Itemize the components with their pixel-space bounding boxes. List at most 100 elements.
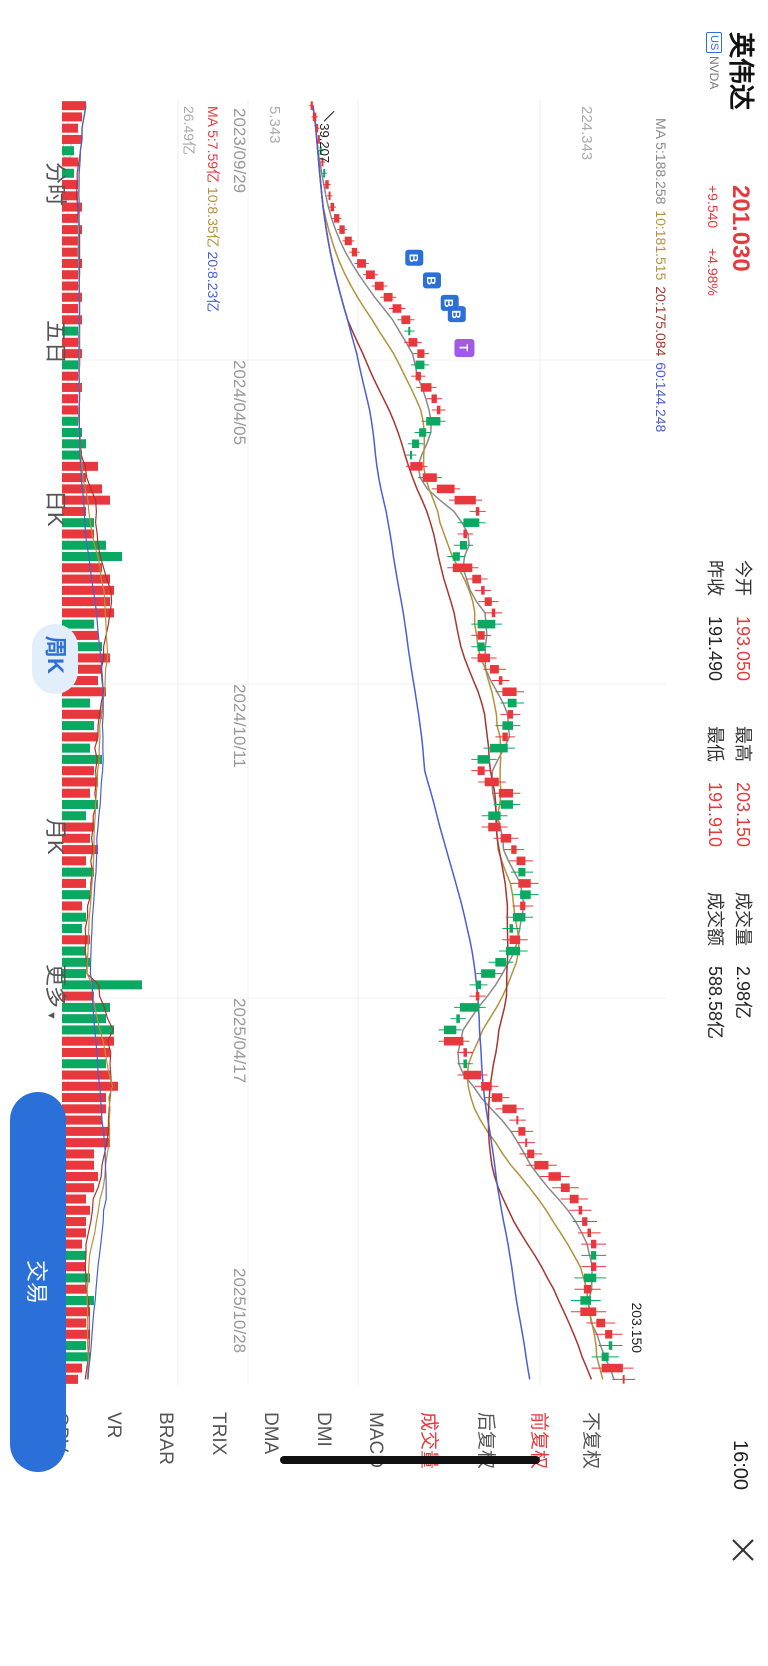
volume-bar <box>61 912 87 922</box>
candle-body <box>520 890 531 899</box>
trade-button[interactable]: 交易 <box>10 1092 66 1472</box>
volume-bar <box>61 935 91 945</box>
indicator-option[interactable]: 不复权 <box>580 1412 602 1470</box>
candle-body <box>452 563 473 573</box>
candle-body <box>509 924 514 933</box>
volume-bar <box>61 1352 91 1362</box>
volume-bar <box>62 777 99 787</box>
volume-bar <box>62 1239 83 1249</box>
tab-more[interactable]: 更多▼ <box>43 964 68 1021</box>
volume-bar <box>62 608 115 618</box>
candle-body <box>408 326 411 336</box>
volume-bar <box>62 270 79 280</box>
volume-bar <box>61 1284 87 1294</box>
volume-bar <box>62 1149 95 1159</box>
candle-body <box>488 811 501 821</box>
candle-body <box>491 608 496 618</box>
candle-body <box>456 1014 460 1023</box>
volume-bar <box>62 585 115 595</box>
volume-bars <box>61 101 143 1384</box>
candle-body <box>452 552 460 561</box>
volume-bar <box>62 134 83 144</box>
volume-bar <box>61 506 87 516</box>
volume-bar <box>62 1138 111 1148</box>
candle-body <box>475 991 480 1001</box>
candle-body <box>513 912 526 922</box>
buy-marker-label: B <box>442 299 456 308</box>
tab-daily[interactable]: 日K <box>43 490 68 527</box>
candle-body <box>582 1217 588 1226</box>
candle-body <box>415 360 425 370</box>
candle-body <box>502 1104 517 1114</box>
indicator-option[interactable]: DMI <box>313 1412 334 1447</box>
volume-bar <box>62 1295 95 1305</box>
candle-body <box>500 800 514 809</box>
candle-body <box>477 619 496 629</box>
volume-bar <box>62 1070 111 1080</box>
candle-body <box>525 1138 528 1147</box>
trade-marker <box>454 338 475 357</box>
candle-body <box>392 304 402 313</box>
tab-five-day[interactable]: 五日 <box>43 320 68 365</box>
indicator-option[interactable]: DMA <box>260 1412 282 1455</box>
indicator-option[interactable]: VR <box>103 1412 124 1439</box>
candle-body <box>509 935 521 945</box>
indicator-option[interactable]: BRAR <box>155 1412 177 1465</box>
volume-bar <box>62 1025 115 1035</box>
candle-body <box>489 743 508 753</box>
indicator-option[interactable]: TRIX <box>208 1412 229 1456</box>
volume-bar <box>61 890 91 900</box>
volume-bar <box>62 405 79 415</box>
candle-body <box>495 958 506 967</box>
candle-body <box>330 202 335 212</box>
volume-bar <box>62 371 79 381</box>
volume-bar <box>61 811 87 821</box>
volume-bar <box>61 1262 87 1272</box>
ma5-line <box>312 105 615 1380</box>
candle-body <box>580 1307 597 1317</box>
candle-body <box>548 1172 561 1181</box>
volume-bar <box>62 1183 95 1193</box>
candle-body <box>520 901 526 911</box>
candle-body <box>436 405 441 415</box>
candle-body <box>475 507 480 516</box>
candle-body <box>583 1273 597 1283</box>
candle-body <box>420 383 432 392</box>
candle-body <box>357 259 366 268</box>
volume-bar <box>62 281 79 291</box>
volume-bar <box>61 1093 107 1103</box>
buy-marker <box>422 272 441 289</box>
tab-weekly[interactable]: 周K <box>43 636 68 674</box>
low-marker-line <box>323 110 335 122</box>
volume-bar <box>61 833 91 843</box>
candle-body <box>431 394 437 403</box>
volume-bar <box>61 743 91 753</box>
candle-body <box>580 1296 591 1305</box>
candle-body <box>477 631 485 640</box>
candle-body <box>410 462 423 471</box>
volume-bar <box>61 878 87 888</box>
candle-body <box>310 101 313 110</box>
volume-bar <box>62 191 79 201</box>
volume-bar <box>61 946 87 956</box>
tab-monthly[interactable]: 月K <box>43 818 68 855</box>
volume-bar <box>62 495 111 505</box>
candle-body <box>622 1375 625 1384</box>
volume-bar <box>62 236 79 246</box>
tab-more-label: 更多 <box>43 964 68 1009</box>
tab-intraday[interactable]: 分时 <box>43 162 68 207</box>
candle-body <box>443 1025 457 1035</box>
volume-bar <box>61 1250 87 1260</box>
candle-body <box>477 653 490 663</box>
home-indicator <box>280 1456 540 1464</box>
volume-bar <box>61 1307 91 1317</box>
candle-body <box>518 1127 526 1136</box>
volume-bar <box>62 225 83 235</box>
candle-body <box>401 315 411 325</box>
candle-body <box>339 225 345 234</box>
close-icon[interactable] <box>728 1535 758 1565</box>
candle-body <box>560 1183 570 1193</box>
volume-bar <box>61 754 103 764</box>
candle-body <box>463 1059 467 1069</box>
